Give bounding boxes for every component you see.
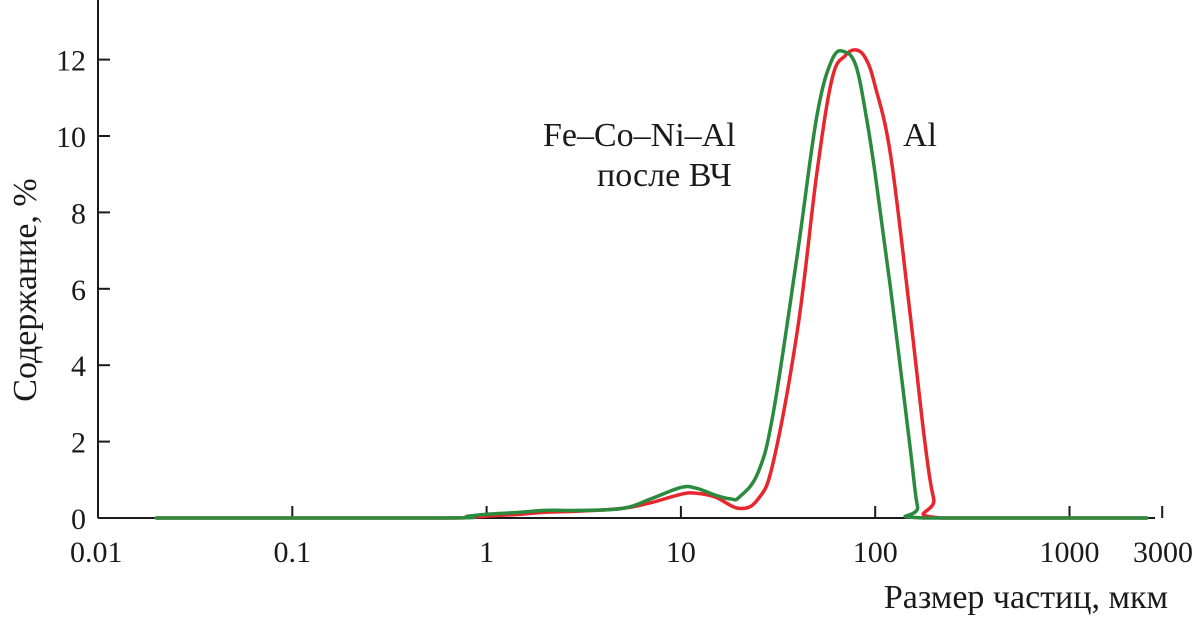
series-group — [154, 48, 1149, 520]
series-fe-co-ni-al-line — [154, 48, 1149, 520]
series-al-line — [154, 48, 1149, 520]
y-axis-title: Содержание, % — [7, 178, 44, 401]
annotation-al: Al — [903, 117, 937, 154]
x-tick-label: 100 — [853, 536, 898, 569]
x-tick-label: 0.1 — [274, 536, 312, 569]
y-tick-label: 6 — [71, 274, 86, 307]
y-tick-label: 8 — [71, 197, 86, 230]
x-tick-label: 1 — [479, 536, 494, 569]
annotation-alloy-line1: Fe–Co–Ni–Al — [543, 117, 736, 154]
y-tick-label: 4 — [71, 350, 86, 383]
x-tick-label: 10 — [666, 536, 696, 569]
y-tick-label: 2 — [71, 427, 86, 460]
x-tick-label: 3000 — [1133, 536, 1193, 569]
annotation-alloy-line2: после ВЧ — [597, 157, 732, 194]
x-axis-title: Размер частиц, мкм — [884, 579, 1168, 616]
y-tick-label: 12 — [56, 45, 86, 78]
ticks: 0.01 0.1 1 10 100 1000 3000 0 2 4 6 8 10 12 — [56, 45, 1193, 569]
y-tick-label: 10 — [56, 121, 86, 154]
x-tick-label: 1000 — [1040, 536, 1100, 569]
x-tick-label: 0.01 — [70, 536, 123, 569]
axes — [97, 0, 1155, 519]
y-tick-label: 0 — [71, 503, 86, 536]
